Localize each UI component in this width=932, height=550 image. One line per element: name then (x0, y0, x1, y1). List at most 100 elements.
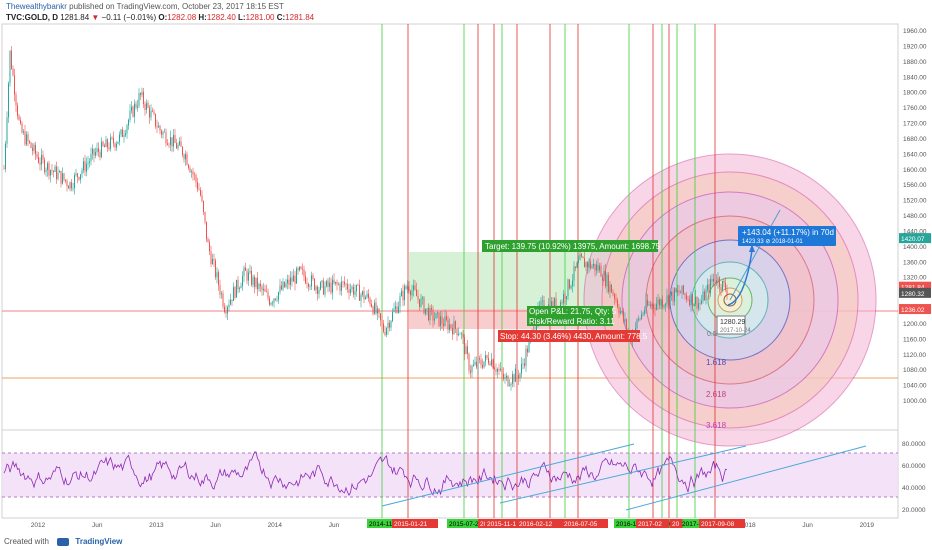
candle-body (347, 283, 348, 290)
candle-body (152, 110, 153, 112)
candle-body (659, 299, 660, 306)
candle-body (401, 291, 402, 297)
candle-body (717, 277, 719, 284)
candle-body (419, 299, 420, 308)
candle-body (698, 303, 699, 309)
stop-label[interactable]: Stop: 44.30 (3.46%) 4430, Amount: 778.5 (498, 330, 648, 342)
time-tick: 2013 (149, 522, 164, 529)
candle-body (236, 279, 237, 298)
red-date-text: 20 (480, 521, 488, 528)
red-date-text: 2016-02-12 (519, 521, 553, 528)
candle-body (660, 299, 662, 306)
candle-body (662, 299, 663, 308)
candle-body (218, 272, 219, 286)
candle-body (257, 277, 258, 290)
candle-body (456, 328, 458, 336)
candle-body (432, 309, 434, 321)
candle-body (219, 285, 221, 295)
candle-body (720, 287, 722, 291)
candle-body (342, 281, 344, 283)
candle-body (711, 279, 713, 282)
candle-body (335, 281, 336, 284)
candle-body (642, 313, 644, 315)
target-label[interactable]: Target: 139.75 (10.92%) 13975, Amount: 1… (482, 240, 661, 252)
candle-body (581, 254, 582, 257)
candle-body (453, 321, 455, 335)
tradingview-link[interactable]: TradingView (75, 537, 123, 546)
candle-body (540, 300, 542, 306)
candle-body (108, 147, 110, 149)
change-value: −0.11 (−0.01%) (101, 13, 157, 22)
candle-body (638, 318, 639, 320)
fib-trend-line[interactable] (729, 209, 781, 301)
rsi-axis[interactable]: 80.0000 60.0000 40.0000 20.0000 (902, 441, 926, 514)
open-label: O: (158, 13, 168, 22)
time-tick: Jun (329, 522, 340, 529)
current-marker[interactable]: 1280.29 2017-10-24 (716, 315, 751, 335)
candle-body (552, 301, 554, 309)
candle-body (264, 288, 266, 292)
candle-body (261, 286, 263, 291)
candle-body (657, 299, 659, 304)
candle-body (165, 131, 167, 144)
candle-body (704, 291, 705, 301)
red-date-box (485, 519, 527, 528)
price-label-box (899, 281, 931, 292)
red-date-box (636, 519, 670, 528)
candle-body (209, 242, 210, 252)
candle-body (146, 103, 147, 110)
rsi-tick: 80.0000 (902, 441, 926, 448)
candle-body (227, 307, 228, 314)
candle-body (653, 304, 654, 308)
candle-body (489, 363, 491, 366)
candle-body (693, 303, 695, 307)
candle-body (390, 320, 392, 328)
candle-body (563, 294, 564, 304)
low-label: L: (238, 13, 246, 22)
candle-body (513, 374, 515, 382)
candle-body (276, 299, 278, 301)
price-axis[interactable]: 1960.00 1920.00 1880.00 1840.00 1800.00 1760.… (903, 28, 927, 405)
candle-body (321, 280, 323, 283)
candle-body (429, 307, 431, 321)
rsi-channel-1 (381, 443, 635, 507)
red-date-text: 2017-02 (638, 521, 662, 528)
candle-body (666, 295, 668, 304)
candle-body (158, 125, 159, 128)
candle-body (441, 316, 443, 324)
author-link[interactable]: Thewealthybankr (6, 2, 67, 11)
candle-body (384, 331, 386, 335)
candle-body (170, 137, 171, 145)
candle-body (329, 282, 330, 287)
price-tick: 1040.00 (903, 383, 927, 390)
candle-body (84, 161, 86, 172)
candle-body (383, 323, 384, 332)
candle-body (68, 186, 69, 189)
candle-body (494, 368, 495, 370)
candle-body (86, 163, 87, 172)
candle-body (123, 135, 125, 137)
projection-curve[interactable] (727, 249, 753, 306)
candle-body (588, 261, 590, 268)
candle-body (713, 278, 714, 282)
candle-body (239, 288, 240, 290)
green-date-text: 2016-1 (616, 521, 637, 528)
candle-body (507, 375, 509, 386)
open-pl-label[interactable]: Open P&L: 21.75, Qty: 5 Risk/Reward Rati… (527, 306, 617, 326)
candle-body (645, 299, 647, 311)
projection-label[interactable]: +143.04 (+11.17%) in 70d 1423.33 ⊘ 2018-… (738, 226, 836, 246)
rsi-channels[interactable] (381, 443, 867, 511)
candle-body (375, 302, 377, 314)
candle-body (168, 144, 170, 146)
candle-body (159, 125, 161, 131)
candle-body (69, 182, 71, 189)
cycle-lines[interactable] (381, 24, 716, 518)
candle-body (591, 266, 593, 269)
candle-body (695, 296, 696, 304)
candle-body (332, 279, 333, 293)
price-tick: 1360.00 (903, 259, 927, 266)
publish-line: Thewealthybankr published on TradingView… (6, 2, 284, 12)
candle-body (366, 293, 368, 298)
candle-body (353, 286, 354, 295)
